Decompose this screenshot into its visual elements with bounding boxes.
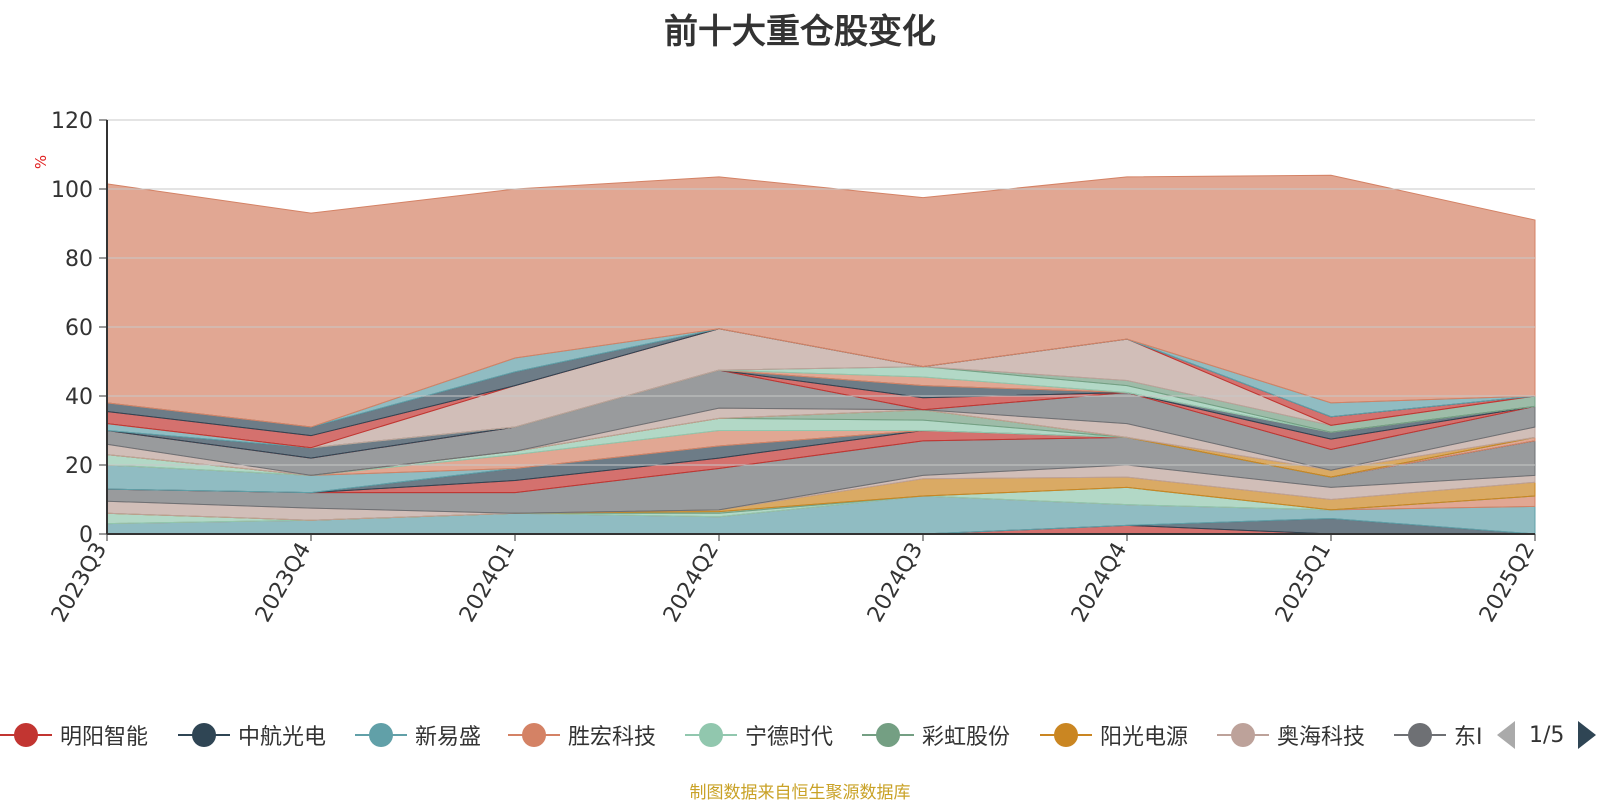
y-tick-label: 0 [79, 523, 93, 548]
y-tick-label: 100 [51, 178, 93, 203]
legend-swatch-icon [862, 722, 914, 748]
legend-swatch-icon [1394, 722, 1446, 748]
legend-pager: 1/5 [1497, 718, 1597, 752]
legend-swatch-icon [1217, 722, 1269, 748]
legend-swatch-icon [0, 722, 52, 748]
legend-swatch-icon [178, 722, 230, 748]
legend-item[interactable]: 新易盛 [355, 718, 481, 752]
grid-lines [107, 119, 1535, 535]
x-tick-label: 2024Q3 [863, 539, 928, 627]
x-tick-label: 2025Q1 [1271, 539, 1336, 627]
legend-item[interactable]: 宁德时代 [685, 718, 833, 752]
x-tick-label: 2024Q4 [1067, 539, 1132, 627]
legend-label: 新易盛 [415, 725, 482, 750]
legend-label: 中航光电 [238, 725, 327, 750]
legend-swatch-icon [685, 722, 737, 748]
legend: 明阳智能 中航光电 新易盛 胜宏科技 宁德时代 彩虹股份 阳光电源 奥海科技 东I [0, 718, 1600, 752]
area-layers [106, 174, 1536, 535]
legend-label: 东I [1454, 725, 1482, 750]
x-tick-label: 2023Q3 [47, 539, 112, 627]
legend-item[interactable]: 胜宏科技 [508, 718, 656, 752]
legend-label: 宁德时代 [745, 725, 834, 750]
source-footer: 制图数据来自恒生聚源数据库 [689, 783, 911, 800]
legend-item[interactable]: 明阳智能 [0, 718, 148, 752]
x-tick-label: 2023Q4 [251, 539, 316, 627]
legend-label: 明阳智能 [60, 725, 149, 750]
legend-label: 胜宏科技 [568, 725, 657, 750]
legend-item[interactable]: 阳光电源 [1040, 718, 1188, 752]
chart-title: 前十大重仓股变化 [664, 12, 936, 52]
y-tick-label: 80 [65, 247, 93, 272]
legend-next-page-button[interactable] [1578, 721, 1597, 749]
legend-prev-page-button[interactable] [1497, 721, 1515, 749]
legend-clip: 明阳智能 中航光电 新易盛 胜宏科技 宁德时代 彩虹股份 阳光电源 奥海科技 东I [0, 718, 1482, 752]
legend-swatch-icon [355, 722, 407, 748]
y-axis-label: % [32, 155, 50, 169]
legend-label: 彩虹股份 [922, 725, 1011, 750]
legend-swatch-icon [1040, 722, 1092, 748]
legend-swatch-icon [508, 722, 560, 748]
legend-item[interactable]: 奥海科技 [1217, 718, 1365, 752]
legend-item[interactable]: 中航光电 [178, 718, 326, 752]
x-tick-label: 2024Q2 [659, 539, 724, 627]
x-tick-label: 2024Q1 [455, 539, 520, 627]
y-tick-label: 40 [65, 385, 93, 410]
y-tick-label: 120 [51, 109, 93, 134]
legend-page-indicator: 1/5 [1529, 722, 1565, 748]
legend-item[interactable]: 东I [1394, 718, 1482, 752]
x-tick-label: 2025Q2 [1475, 539, 1540, 627]
y-tick-label: 20 [65, 454, 93, 479]
legend-item[interactable]: 彩虹股份 [862, 718, 1010, 752]
legend-label: 奥海科技 [1277, 725, 1366, 750]
legend-label: 阳光电源 [1100, 725, 1189, 750]
y-tick-label: 60 [65, 316, 93, 341]
